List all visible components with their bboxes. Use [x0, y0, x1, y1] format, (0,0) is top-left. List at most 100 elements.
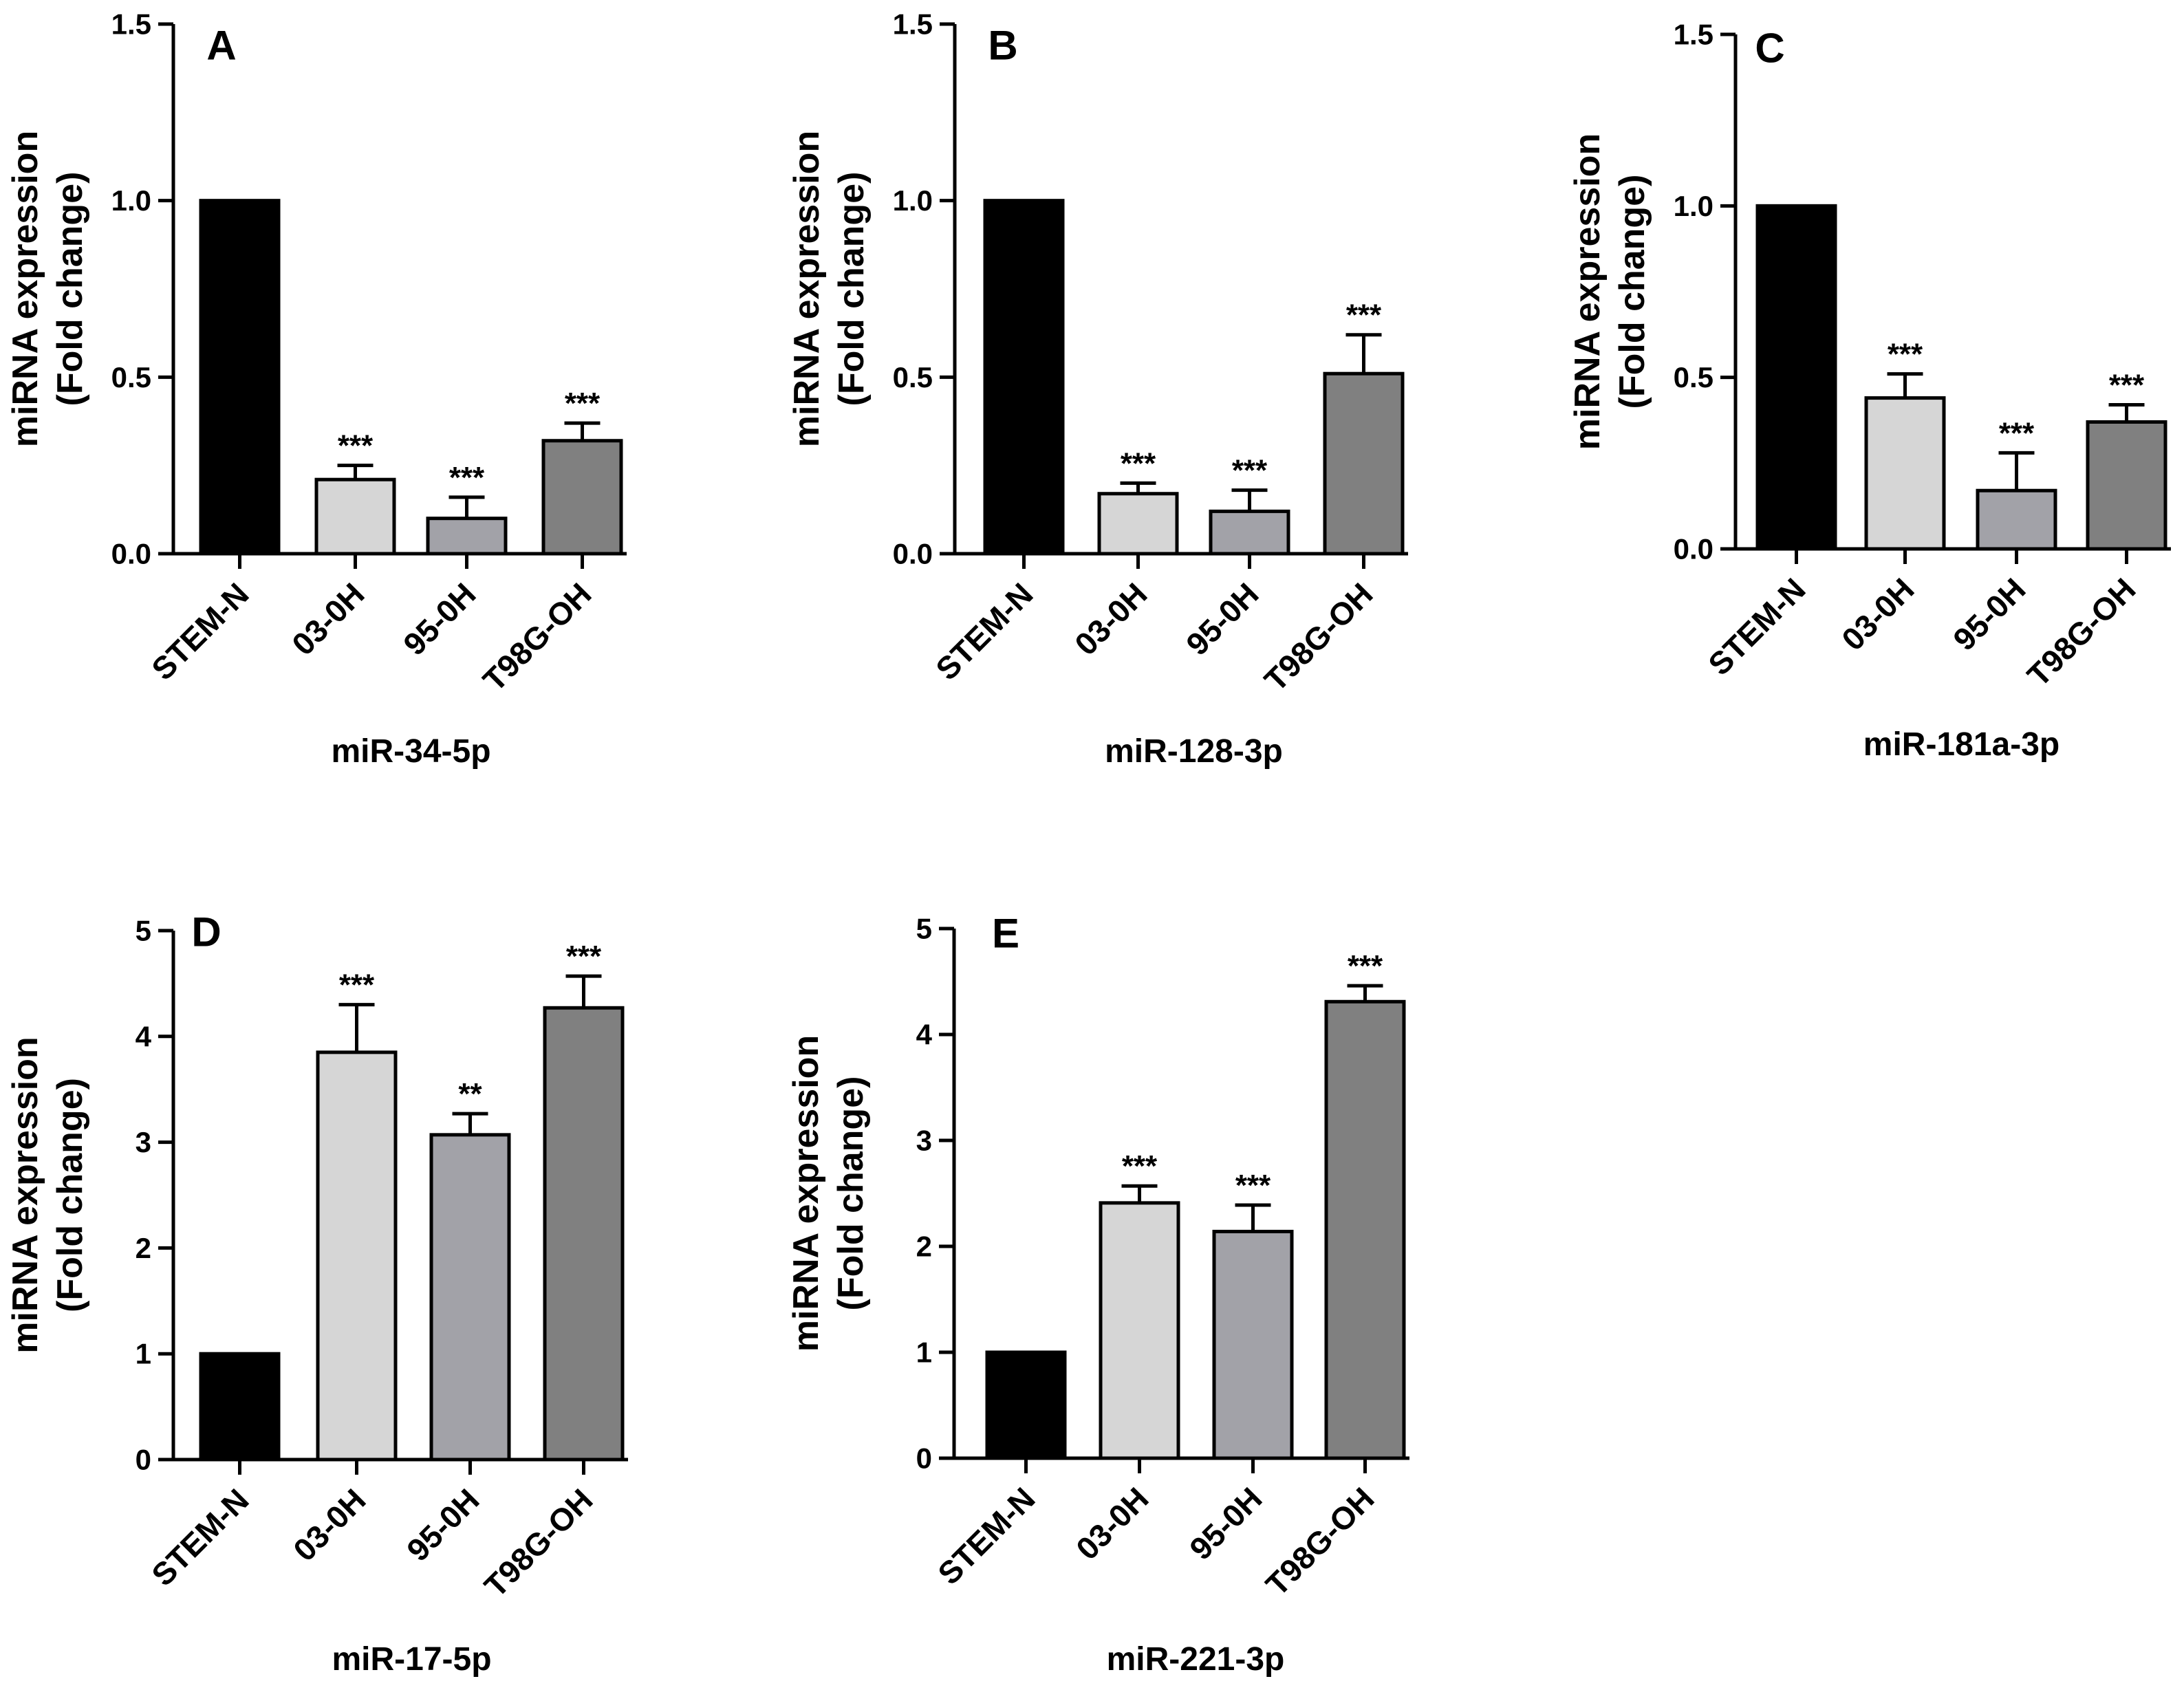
x-axis-title: miR-221-3p [1107, 1641, 1285, 1678]
chart-panel-b: B 0.0 0.5 1.0 1.5 miRNA expression (Fold chang… [787, 8, 1408, 770]
chart-panel-e: E 0 1 2 3 4 5 miRNA expression (Fold change) STEM… [786, 911, 1409, 1678]
y-tick-label: 1.5 [1674, 19, 1713, 51]
y-axis-title: miRNA expression [6, 1037, 45, 1353]
bar-t98g-oh [1324, 999, 1406, 1460]
y-tick-label: 5 [136, 915, 151, 947]
bar-95-0h [1976, 488, 2057, 551]
bar-stem-n [199, 199, 281, 556]
x-axis-title: miR-17-5p [332, 1641, 491, 1678]
x-tick-label: STEM-N [144, 576, 255, 686]
significance-label: *** [1346, 299, 1382, 332]
x-tick-label: T98G-OH [477, 1482, 600, 1604]
x-tick-label: 03-0H [286, 1482, 372, 1568]
y-tick-label: 0 [136, 1444, 151, 1476]
x-tick-label: T98G-OH [1259, 1480, 1381, 1603]
significance-label: *** [1235, 1169, 1271, 1202]
y-tick-label: 3 [136, 1126, 151, 1158]
y-tick-label: 4 [136, 1020, 152, 1052]
y-tick-label: 3 [916, 1125, 932, 1157]
significance-label: *** [1888, 338, 1923, 371]
bar-95-0h [1209, 509, 1290, 556]
significance-label: *** [449, 461, 485, 495]
x-tick-label: 03-0H [1068, 576, 1154, 662]
bar-stem-n [199, 1352, 281, 1462]
significance-label: *** [566, 940, 602, 973]
x-tick-label: STEM-N [931, 1480, 1041, 1591]
x-tick-label: T98G-OH [476, 576, 598, 698]
significance-label: *** [1348, 949, 1383, 983]
panel-letter: C [1755, 25, 1784, 72]
bar-stem-n [985, 1350, 1067, 1460]
x-tick-label: STEM-N [144, 1482, 255, 1592]
y-tick-label: 0.0 [111, 538, 151, 570]
y-tick-label: 0.0 [893, 538, 933, 570]
bar-stem-n [1755, 204, 1837, 551]
bar-95-0h [429, 1133, 511, 1462]
panel-letter: D [191, 909, 221, 955]
bar-t98g-oh [543, 1006, 625, 1462]
significance-label: *** [339, 968, 375, 1002]
significance-label: *** [1122, 1149, 1158, 1183]
significance-label: *** [565, 387, 601, 420]
bar-95-0h [1212, 1229, 1294, 1460]
y-tick-label: 5 [916, 913, 932, 945]
y-axis-title-units: (Fold change) [832, 172, 872, 407]
bar-03-0h [1099, 1201, 1180, 1460]
x-axis-title: miR-128-3p [1105, 733, 1283, 770]
y-tick-label: 2 [916, 1231, 932, 1263]
y-tick-label: 1 [916, 1336, 932, 1369]
panel-letter: E [992, 911, 1019, 957]
x-axis-title: miR-34-5p [331, 733, 490, 770]
significance-label: *** [1121, 446, 1156, 480]
significance-label: *** [1232, 454, 1268, 488]
y-tick-label: 1.0 [893, 184, 933, 217]
chart-panel-d: D 0 1 2 3 4 5 miRNA expression (Fold change) STEM… [6, 909, 628, 1678]
y-tick-label: 4 [916, 1019, 933, 1051]
chart-panel-c: C 0.0 0.5 1.0 1.5 miRNA expression (Fold chang… [1568, 19, 2171, 763]
significance-label: ** [458, 1077, 482, 1111]
y-axis-title: miRNA expression [1568, 133, 1608, 450]
x-tick-label: STEM-N [929, 576, 1039, 686]
bar-stem-n [983, 199, 1065, 556]
y-tick-label: 1.5 [111, 8, 151, 41]
y-axis-title-units: (Fold change) [50, 1078, 90, 1312]
x-tick-label: 95-0H [1946, 571, 2032, 657]
x-tick-label: 03-0H [285, 576, 371, 662]
bar-t98g-oh [541, 439, 623, 556]
chart-panel-a: A 0.0 0.5 1.0 1.5 miRNA expression (Fold chang… [6, 8, 627, 770]
y-tick-label: 1.5 [893, 8, 933, 41]
panel-letter: A [206, 23, 236, 69]
bar-t98g-oh [1323, 371, 1405, 556]
y-tick-label: 1 [136, 1338, 151, 1370]
y-tick-label: 0.5 [893, 361, 933, 393]
x-tick-label: 03-0H [1835, 571, 1921, 657]
x-tick-label: T98G-OH [1257, 576, 1380, 698]
bar-03-0h [314, 477, 396, 556]
bar-03-0h [316, 1050, 398, 1462]
y-tick-label: 1.0 [111, 184, 151, 217]
bar-03-0h [1864, 396, 1946, 551]
significance-label: *** [338, 429, 374, 463]
y-tick-label: 0 [916, 1442, 932, 1475]
bar-t98g-oh [2086, 420, 2167, 551]
y-tick-label: 1.0 [1674, 190, 1713, 222]
y-axis-title: miRNA expression [787, 131, 827, 447]
x-tick-label: 95-0H [1179, 576, 1265, 662]
bar-95-0h [426, 517, 508, 556]
y-axis-title: miRNA expression [786, 1035, 826, 1352]
y-axis-title-units: (Fold change) [1612, 175, 1652, 409]
x-tick-label: STEM-N [1701, 571, 1812, 682]
x-axis-title: miR-181a-3p [1863, 726, 2059, 763]
y-tick-label: 0.5 [1674, 361, 1713, 393]
y-tick-label: 0.0 [1674, 533, 1713, 565]
x-tick-label: 95-0H [396, 576, 482, 662]
significance-label: *** [1999, 416, 2035, 450]
y-axis-title-units: (Fold change) [831, 1076, 871, 1311]
y-tick-label: 0.5 [111, 361, 151, 393]
y-axis-title-units: (Fold change) [50, 172, 90, 407]
x-tick-label: T98G-OH [2020, 571, 2143, 693]
y-axis-title: miRNA expression [6, 131, 45, 447]
x-tick-label: 95-0H [400, 1482, 486, 1568]
x-tick-label: 03-0H [1069, 1480, 1155, 1566]
